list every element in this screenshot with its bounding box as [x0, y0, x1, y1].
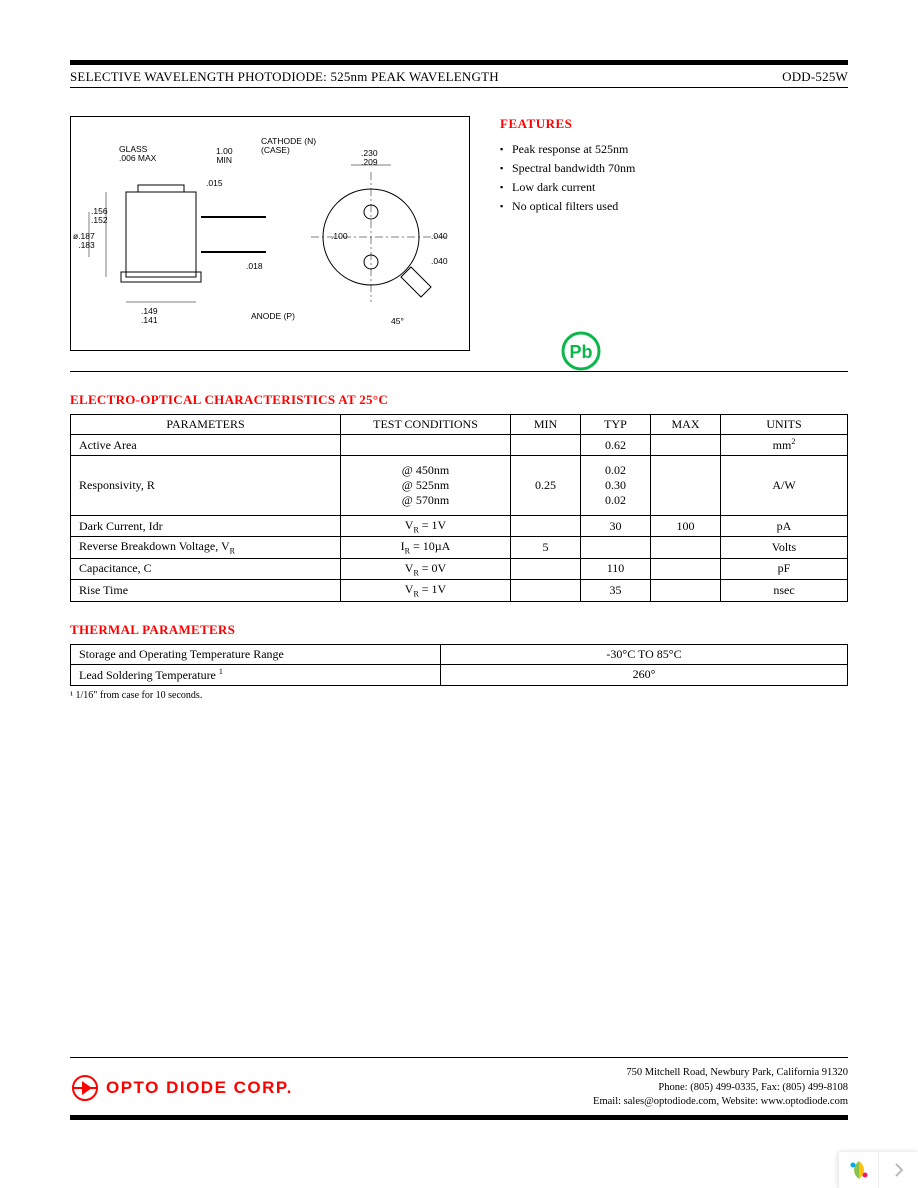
table-row: Active Area 0.62 mm2 [71, 435, 848, 456]
feature-item: Peak response at 525nm [500, 142, 848, 157]
table-row: Capacitance, C VR = 0V 110 pF [71, 558, 848, 579]
nav-widget [838, 1152, 918, 1188]
table-row: Responsivity, R @ 450nm @ 525nm @ 570nm … [71, 456, 848, 516]
diagram-label-min: 1.00MIN [216, 147, 233, 166]
table-row: Storage and Operating Temperature Range … [71, 644, 848, 664]
table-row: Dark Current, Idr VR = 1V 30 100 pA [71, 516, 848, 537]
table-row: Reverse Breakdown Voltage, VR IR = 10µA … [71, 537, 848, 558]
table-header-row: PARAMETERS TEST CONDITIONS MIN TYP MAX U… [71, 415, 848, 435]
contact-address: 750 Mitchell Road, Newbury Park, Califor… [593, 1066, 848, 1080]
nav-next-button[interactable] [878, 1152, 918, 1188]
pb-free-badge: Pb [560, 330, 602, 376]
thermal-table: Storage and Operating Temperature Range … [70, 644, 848, 686]
diagram-label-015: .015 [206, 179, 223, 188]
feature-item: Low dark current [500, 180, 848, 195]
document-header: SELECTIVE WAVELENGTH PHOTODIODE: 525nm P… [70, 60, 848, 88]
diagram-label-anode: ANODE (P) [251, 312, 295, 321]
col-header: MIN [511, 415, 581, 435]
diagram-label-100: .100 [331, 232, 348, 241]
diagram-label-040b: .040 [431, 257, 448, 266]
diagram-label-230: .230.209 [361, 149, 378, 168]
electro-heading: ELECTRO-OPTICAL CHARACTERISTICS AT 25°C [70, 392, 848, 408]
col-header: TYP [581, 415, 651, 435]
page-footer: OPTO DIODE CORP. 750 Mitchell Road, Newb… [70, 1057, 848, 1120]
diagram-label-cathode: CATHODE (N)(CASE) [261, 137, 316, 156]
diagram-label-040a: .040 [431, 232, 448, 241]
contact-info: 750 Mitchell Road, Newbury Park, Califor… [593, 1066, 848, 1109]
electro-optical-table: PARAMETERS TEST CONDITIONS MIN TYP MAX U… [70, 414, 848, 602]
col-header: PARAMETERS [71, 415, 341, 435]
contact-email: Email: sales@optodiode.com, Website: www… [593, 1095, 848, 1109]
header-title-right: ODD-525W [782, 69, 848, 85]
col-header: TEST CONDITIONS [341, 415, 511, 435]
table-row: Lead Soldering Temperature 1 260° [71, 664, 848, 685]
features-list: Peak response at 525nm Spectral bandwidt… [500, 142, 848, 214]
package-diagram: GLASS.006 MAX 1.00MIN .015 .156.152 ø.18… [70, 116, 470, 351]
contact-phone: Phone: (805) 499-0335, Fax: (805) 499-81… [593, 1081, 848, 1095]
table-row: Rise Time VR = 1V 35 nsec [71, 580, 848, 601]
features-heading: FEATURES [500, 116, 848, 132]
diagram-label-glass: GLASS.006 MAX [119, 145, 156, 164]
company-logo-icon [70, 1073, 100, 1103]
diagram-label-018: .018 [246, 262, 263, 271]
diagram-label-156: .156.152 [91, 207, 108, 226]
features-section: FEATURES Peak response at 525nm Spectral… [500, 116, 848, 351]
header-title-left: SELECTIVE WAVELENGTH PHOTODIODE: 525nm P… [70, 69, 499, 85]
pb-text: Pb [569, 342, 592, 362]
col-header: MAX [651, 415, 721, 435]
feature-item: Spectral bandwidth 70nm [500, 161, 848, 176]
feature-item: No optical filters used [500, 199, 848, 214]
thermal-footnote: ¹ 1/16" from case for 10 seconds. [70, 690, 848, 701]
col-header: UNITS [721, 415, 848, 435]
diagram-label-187: ø.187.183 [73, 232, 95, 251]
nav-logo-icon[interactable] [838, 1152, 878, 1188]
company-name: OPTO DIODE CORP. [106, 1078, 293, 1098]
thermal-heading: THERMAL PARAMETERS [70, 622, 848, 638]
diagram-label-45: 45° [391, 317, 404, 326]
diagram-label-149: .149.141 [141, 307, 158, 326]
